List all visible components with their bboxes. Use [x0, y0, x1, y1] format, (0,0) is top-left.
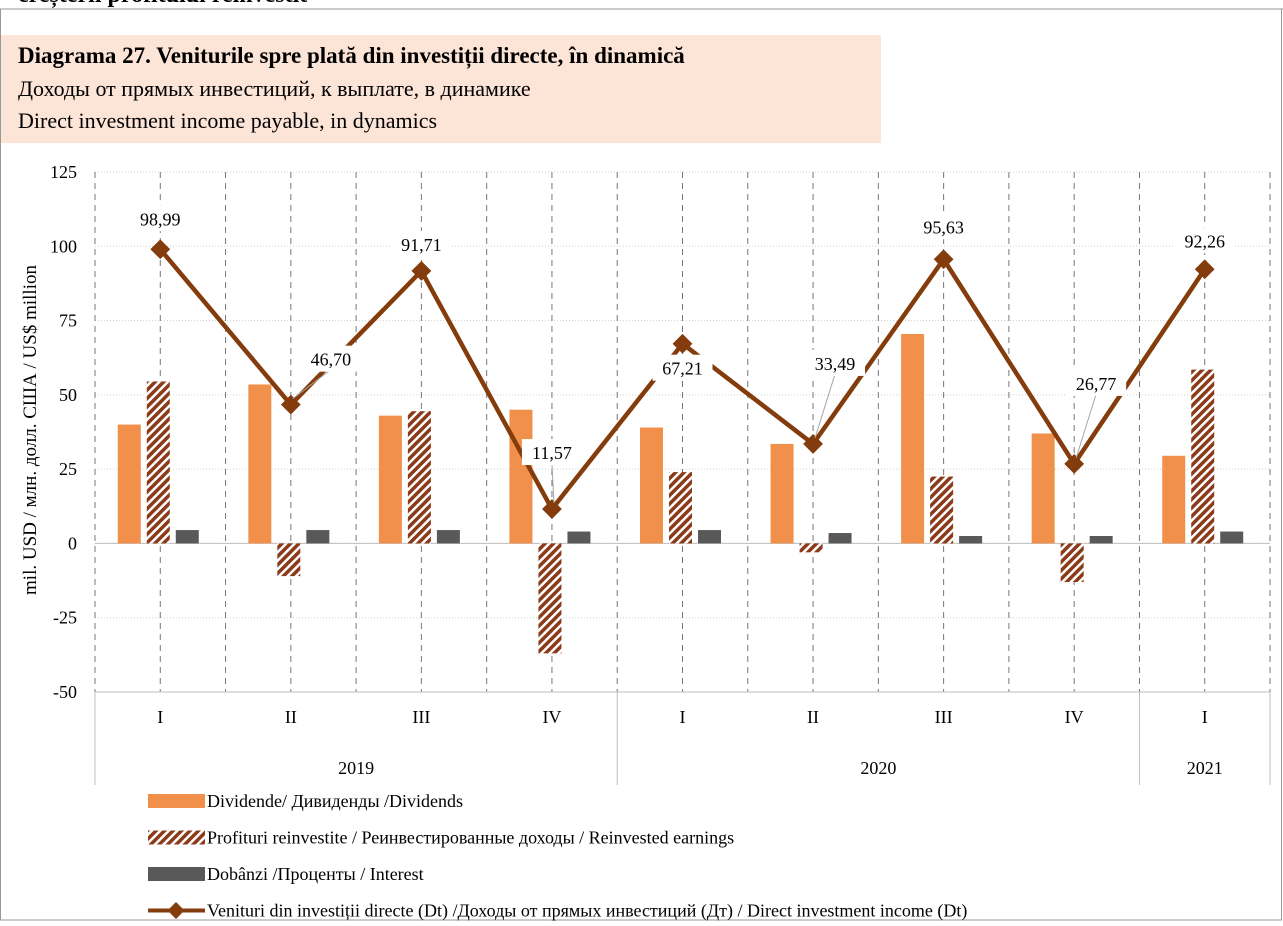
- x-tick-label: IV: [542, 707, 561, 727]
- subtitle: Доходы от прямых инвестиций, к выплате, …: [18, 76, 531, 101]
- leader-line: [292, 369, 332, 400]
- legend-label: Venituri din investiții directe (Dt) /До…: [207, 901, 967, 922]
- bar: [175, 530, 199, 544]
- x-tick-label: II: [807, 707, 819, 727]
- label-bg: [391, 230, 452, 257]
- data-label: 26,77: [1076, 374, 1117, 394]
- legend-label: Dobânzi /Проценты / Interest: [207, 864, 424, 884]
- bar: [640, 427, 663, 544]
- marker: [672, 333, 693, 354]
- label-bg: [300, 345, 361, 372]
- x-tick-label: III: [412, 707, 430, 727]
- title-box: [1, 35, 881, 143]
- bar: [378, 415, 402, 544]
- leader-line: [551, 463, 555, 504]
- bar: [248, 384, 272, 544]
- legend-swatch: [148, 794, 205, 808]
- bar: [828, 533, 852, 544]
- marker: [280, 394, 301, 415]
- bar: [799, 543, 823, 553]
- marker: [933, 249, 954, 270]
- data-label: 33,49: [815, 354, 856, 374]
- bar: [146, 381, 170, 544]
- data-label: 92,26: [1184, 231, 1225, 251]
- marker: [1064, 453, 1085, 474]
- year-label: 2020: [860, 758, 896, 778]
- x-tick-label: I: [157, 707, 163, 727]
- bar: [407, 411, 431, 544]
- bar: [1089, 536, 1113, 544]
- x-tick-label: II: [285, 707, 297, 727]
- frame: [0, 8, 1282, 921]
- legend-label: Profituri reinvestite / Реинвестированны…: [207, 828, 734, 848]
- label-bg: [652, 354, 713, 381]
- data-label: 91,71: [401, 235, 442, 255]
- bar: [117, 424, 141, 544]
- x-tick-label: I: [1202, 707, 1208, 727]
- x-tick-label: I: [680, 707, 686, 727]
- data-label: 67,21: [662, 359, 703, 379]
- bar: [698, 530, 721, 544]
- bar: [959, 536, 983, 544]
- y-tick-label: 125: [50, 162, 77, 182]
- bar: [669, 472, 692, 544]
- x-tick-label: IV: [1065, 707, 1084, 727]
- bar: [1191, 369, 1215, 544]
- bar: [567, 531, 591, 544]
- data-label: 98,99: [140, 209, 181, 229]
- y-tick-label: 75: [59, 311, 77, 331]
- label-bg: [913, 213, 974, 240]
- legend-swatch: [148, 830, 205, 845]
- bar: [277, 543, 301, 577]
- bar: [901, 333, 925, 544]
- y-tick-label: 50: [59, 385, 77, 405]
- legend-label: Dividende/ Дивиденды /Dividends: [207, 791, 463, 811]
- y-tick-label: -25: [53, 608, 77, 628]
- marker: [803, 434, 823, 454]
- y-tick-label: -50: [53, 682, 77, 702]
- label-bg: [130, 205, 191, 232]
- marker: [411, 261, 432, 281]
- bar: [306, 530, 330, 544]
- bar: [1220, 531, 1244, 544]
- leader-line: [1075, 393, 1097, 459]
- x-tick-label: III: [935, 707, 953, 727]
- legend-marker: [167, 902, 185, 919]
- year-label: 2021: [1187, 758, 1223, 778]
- bar: [930, 476, 954, 544]
- data-label: 46,70: [311, 350, 352, 370]
- bar: [436, 530, 460, 544]
- bar: [1031, 433, 1055, 544]
- bar: [1162, 455, 1186, 544]
- label-bg: [1174, 227, 1235, 254]
- year-label: 2019: [338, 758, 374, 778]
- label-bg: [521, 439, 582, 466]
- y-tick-label: 25: [59, 459, 77, 479]
- y-axis-label: mil. USD / млн. долл. США / US$ million: [20, 265, 41, 595]
- bar: [770, 443, 794, 544]
- bar: [509, 409, 533, 544]
- bar: [538, 543, 562, 654]
- header-fragment: creșterii profitului reinvestit: [18, 0, 307, 8]
- data-label: 11,57: [532, 443, 572, 463]
- data-label: 95,63: [923, 217, 964, 237]
- label-bg: [805, 349, 866, 376]
- subtitle: Direct investment income payable, in dyn…: [18, 108, 437, 133]
- y-tick-label: 100: [50, 236, 77, 256]
- leader-line: [814, 373, 836, 439]
- bar: [1060, 543, 1084, 583]
- marker: [150, 239, 171, 260]
- chart-title: Diagrama 27. Veniturile spre plată din i…: [18, 43, 685, 69]
- marker: [1194, 259, 1215, 280]
- legend-swatch: [148, 867, 205, 881]
- label-bg: [1066, 369, 1127, 396]
- marker: [542, 499, 562, 519]
- y-tick-label: 0: [68, 533, 77, 553]
